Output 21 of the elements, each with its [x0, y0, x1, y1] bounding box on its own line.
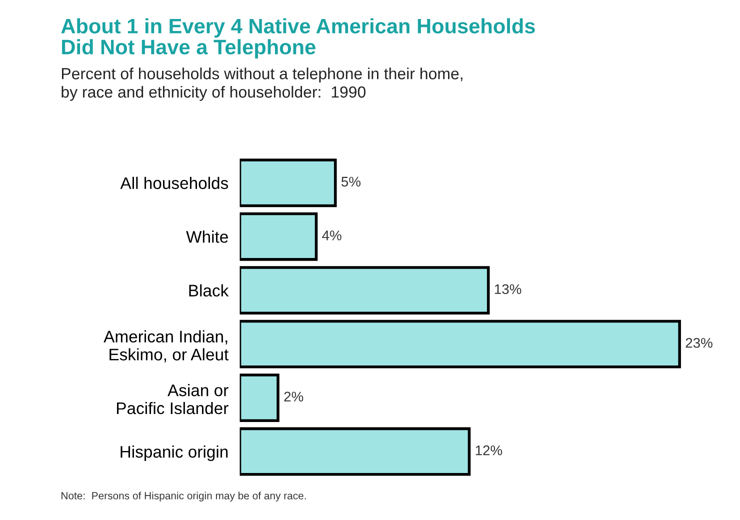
- y-tick-label: All households: [120, 176, 228, 190]
- bar: [240, 320, 681, 368]
- bar: [240, 266, 490, 315]
- text: Note: Persons of Hispanic origin may be of any race.: [62, 492, 306, 502]
- bar: [240, 427, 471, 476]
- chart-title: About 1 in Every 4 Native American Households Did Not Have a Telephone: [61, 18, 535, 59]
- data-label: 4%: [322, 230, 342, 240]
- data-label: 12%: [476, 445, 502, 456]
- bar: [240, 374, 280, 422]
- y-tick-label: Hispanic origin: [120, 445, 228, 462]
- bar: [240, 158, 337, 208]
- bar: [240, 212, 318, 261]
- data-label: 13%: [494, 284, 522, 294]
- data-label: 23%: [686, 338, 712, 348]
- y-tick-label: Asian or Pacific Islander: [117, 384, 228, 414]
- data-label: 5%: [341, 176, 361, 187]
- data-label: 2%: [284, 392, 304, 402]
- y-tick-label: Black: [189, 284, 229, 297]
- chart-subtitle: Percent of households without a telephone in their home, by race and ethnicity of householder: 1990: [62, 68, 462, 101]
- y-tick-label: American Indian, Eskimo, or Aleut: [104, 330, 229, 362]
- y-tick-label: White: [186, 230, 228, 243]
